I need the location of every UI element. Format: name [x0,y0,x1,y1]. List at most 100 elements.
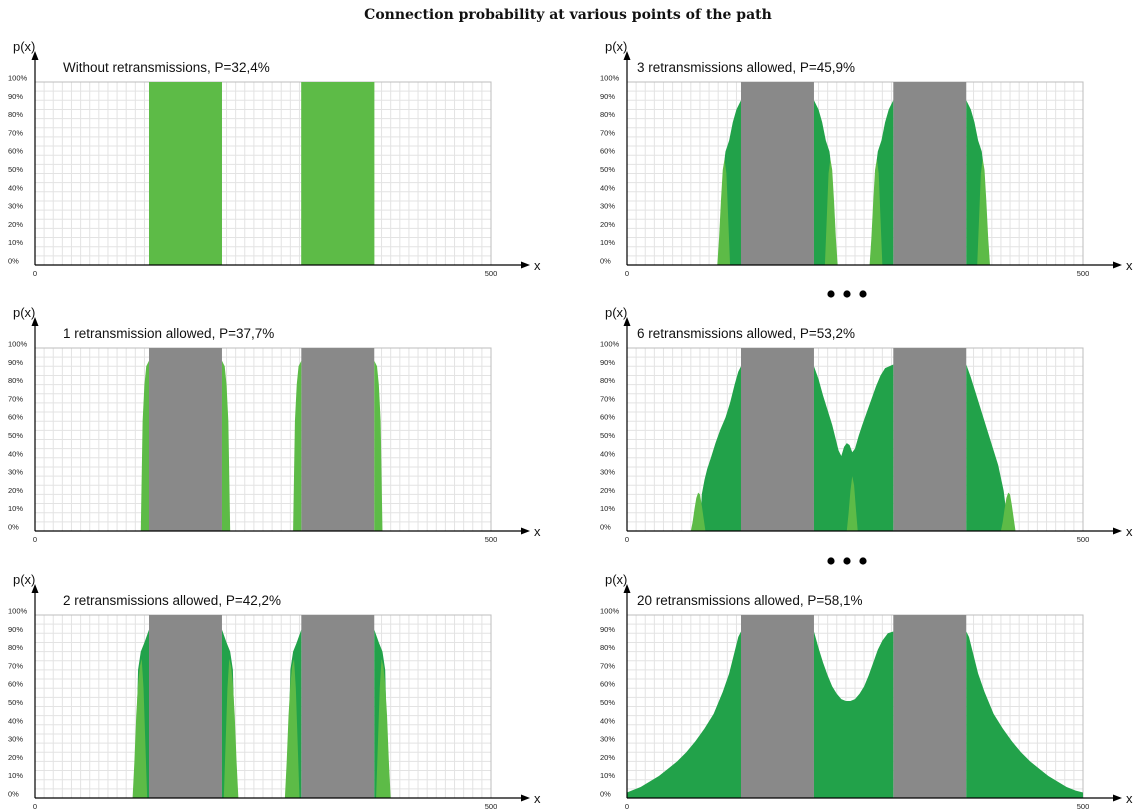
x-axis-label: x [1126,791,1133,806]
coverage-zone-bar [149,615,222,798]
y-tick-label: 40% [600,716,615,725]
y-tick-label: 60% [600,680,615,689]
chart-3-retransmissions: 0% 10% 20% 30% 40% 50% 60% 70% 80% 90% 100% 0 500 p(x… [600,39,1133,278]
y-axis-label: p(x) [605,572,627,587]
y-tick-label: 40% [8,183,23,192]
grid [34,614,492,799]
probability-area-dark [966,364,1009,531]
probability-area-light [374,360,383,531]
probability-area-light [1000,492,1016,531]
y-tick-label: 50% [8,165,23,174]
y-tick-label: 50% [600,431,615,440]
probability-area-light [869,158,883,265]
probability-area-light [284,658,300,798]
y-tick-label: 40% [600,449,615,458]
y-tick-label: 40% [8,716,23,725]
grid [626,81,1084,266]
y-axis-arrow-icon [31,317,39,326]
grid [34,81,492,266]
y-tick-label: 40% [600,183,615,192]
probability-area-light [132,658,148,798]
y-tick-label: 70% [8,661,23,670]
x-tick-label: 0 [625,269,629,278]
y-tick-label: 30% [600,735,615,744]
y-axis-label: p(x) [13,39,35,54]
y-tick-label: 10% [8,238,23,247]
x-axis-arrow-icon [521,527,530,535]
y-tick-label: 90% [8,358,23,367]
y-tick-label: 10% [8,504,23,513]
y-tick-label: 50% [600,165,615,174]
probability-area-light [376,658,391,798]
axes: 0% 10% 20% 30% 40% 50% 60% 70% 80% 90% 100% 0 500 [8,51,530,278]
x-tick-label: 500 [485,269,498,278]
x-tick-label: 0 [625,802,629,810]
chart-title: Without retransmissions, P=32,4% [63,60,270,75]
coverage-zone-bar [893,82,967,265]
y-tick-label: 50% [600,698,615,707]
probability-area-dark [813,364,894,531]
y-axis-arrow-icon [31,584,39,593]
coverage-zone-bar [301,348,375,531]
ellipsis-dot [843,557,851,565]
probability-area-light [690,492,706,531]
y-tick-label: 20% [8,220,23,229]
chart-6-retransmissions: 0% 10% 20% 30% 40% 50% 60% 70% 80% 90% 100% 0 500 p(x… [600,305,1133,544]
y-tick-label: 20% [600,753,615,762]
ellipsis-dot [827,290,835,298]
y-tick-label: 90% [600,92,615,101]
y-tick-label: 70% [8,394,23,403]
probability-area-light [221,360,231,531]
x-tick-label: 0 [33,269,37,278]
y-tick-label: 80% [8,110,23,119]
y-tick-label: 10% [600,238,615,247]
chart-title: 20 retransmissions allowed, P=58,1% [637,593,863,608]
axes: 0% 10% 20% 30% 40% 50% 60% 70% 80% 90% 100% 0 500 [600,584,1122,810]
x-axis-label: x [534,791,541,806]
x-tick-label: 500 [485,535,498,544]
probability-area-dark [966,631,1083,798]
y-tick-label: 60% [8,147,23,156]
y-tick-label: 30% [600,202,615,211]
y-tick-label: 90% [8,92,23,101]
y-tick-label: 80% [8,376,23,385]
y-tick-label: 30% [8,202,23,211]
coverage-zone-bar [741,348,814,531]
y-tick-label: 50% [8,698,23,707]
y-tick-label: 60% [8,413,23,422]
y-tick-label: 50% [8,431,23,440]
coverage-zone-bar [741,82,814,265]
probability-area-light [717,158,731,265]
y-tick-label: 20% [8,486,23,495]
y-tick-label: 80% [600,110,615,119]
y-tick-label: 20% [600,486,615,495]
y-tick-label: 0% [600,790,611,799]
x-axis-label: x [534,524,541,539]
y-axis-label: p(x) [13,572,35,587]
probability-area-light [140,360,149,531]
coverage-zone-bar [741,615,814,798]
y-axis-arrow-icon [623,584,631,593]
probability-area-dark [813,631,894,798]
y-tick-label: 90% [600,625,615,634]
chart-2-retransmissions: 0% 10% 20% 30% 40% 50% 60% 70% 80% 90% 100% 0 500 p(x… [8,572,541,810]
y-tick-label: 30% [8,468,23,477]
y-axis-arrow-icon [623,317,631,326]
y-tick-label: 70% [8,128,23,137]
y-tick-label: 100% [600,340,620,349]
x-axis-arrow-icon [1113,261,1122,269]
axes: 0% 10% 20% 30% 40% 50% 60% 70% 80% 90% 100% 0 500 [8,584,530,810]
ellipsis-dot [859,557,867,565]
y-tick-label: 90% [8,625,23,634]
y-tick-label: 100% [8,607,28,616]
chart-title: 1 retransmission allowed, P=37,7% [63,326,274,341]
x-tick-label: 500 [1077,269,1090,278]
probability-area-dark [627,631,741,798]
y-tick-label: 90% [600,358,615,367]
y-tick-label: 10% [600,504,615,513]
grid [34,347,492,532]
probability-area-light [301,82,375,265]
chart-title: 2 retransmissions allowed, P=42,2% [63,593,281,608]
y-tick-label: 100% [600,607,620,616]
